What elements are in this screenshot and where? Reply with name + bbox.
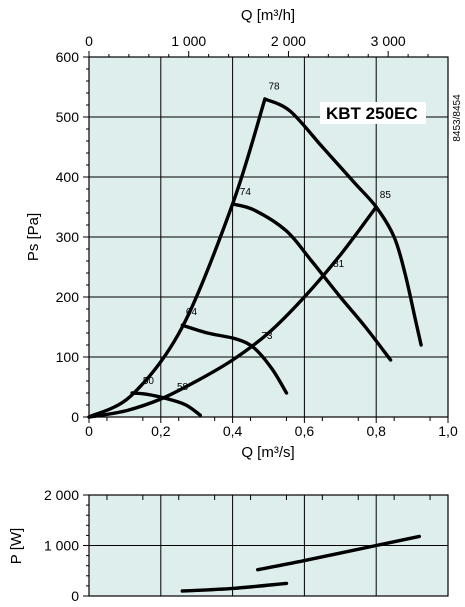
x-tick-label: 1,0: [438, 423, 458, 439]
model-label: KBT 250EC: [326, 104, 418, 123]
pressure-curve-5: [87, 97, 267, 419]
pressure-curve-3: [180, 323, 289, 395]
y-tick-label: 500: [56, 109, 80, 125]
top-tick-label: 3 000: [371, 33, 406, 49]
pressure-chart: 0 0,2 0,4 0,6 0,8 1,0 0 100 200 300 400 500 600 0 1 00…: [25, 7, 463, 461]
curve-label: 50: [143, 376, 155, 387]
power-curve-2: [256, 534, 421, 572]
side-code: 8453/8454: [452, 94, 463, 142]
x-tick-label: 0,6: [295, 423, 315, 439]
pressure-curve-2: [230, 202, 393, 362]
top-tick-label: 0: [85, 33, 93, 49]
curve-label: 78: [269, 81, 281, 92]
pressure-curve-6: [87, 205, 378, 419]
power-y-axis-label: P [W]: [8, 528, 25, 564]
top-tick-label: 2 000: [271, 33, 306, 49]
power-grid: [88, 494, 449, 597]
power-y-tick-label: 0: [71, 588, 79, 604]
power-y-tick-label: 1 000: [44, 538, 79, 554]
x-tick-label: 0: [85, 423, 93, 439]
y-tick-label: 0: [71, 409, 79, 425]
curve-label: 74: [240, 187, 252, 198]
y-tick-label: 200: [56, 289, 80, 305]
curve-label: 58: [177, 382, 189, 393]
power-axis-ticks: 0 1 000 2 000: [44, 487, 431, 604]
curve-annotations: 78 74 64 50 85 81 73 58: [143, 81, 392, 393]
curve-label: 85: [380, 190, 392, 201]
y-tick-label: 600: [56, 49, 80, 65]
y-tick-label: 100: [56, 349, 80, 365]
top-tick-label: 1 000: [171, 33, 206, 49]
x-tick-label: 0,8: [366, 423, 386, 439]
model-label-bg: [320, 102, 426, 124]
power-curves: [180, 534, 421, 593]
x-tick-label: 0,2: [151, 423, 171, 439]
power-y-tick-label: 2 000: [44, 487, 79, 503]
power-curve-1: [180, 581, 289, 593]
x-axis-label-top: Q [m³/h]: [241, 7, 295, 24]
curve-label: 81: [333, 259, 345, 270]
y-axis-label: Ps [Pa]: [25, 213, 42, 261]
y-tick-label: 300: [56, 229, 80, 245]
curve-label: 64: [186, 307, 198, 318]
x-tick-label: 0,4: [223, 423, 243, 439]
y-tick-label: 400: [56, 169, 80, 185]
curve-label: 73: [261, 331, 273, 342]
pressure-curve-4: [130, 391, 202, 417]
pressure-curves: [87, 97, 423, 419]
x-axis-label: Q [m³/s]: [241, 444, 294, 461]
power-chart: 0 1 000 2 000 P [W]: [8, 487, 449, 604]
pressure-axis-ticks: 0 0,2 0,4 0,6 0,8 1,0 0 100 200 300 400 500 600 0 1 00…: [56, 33, 458, 439]
